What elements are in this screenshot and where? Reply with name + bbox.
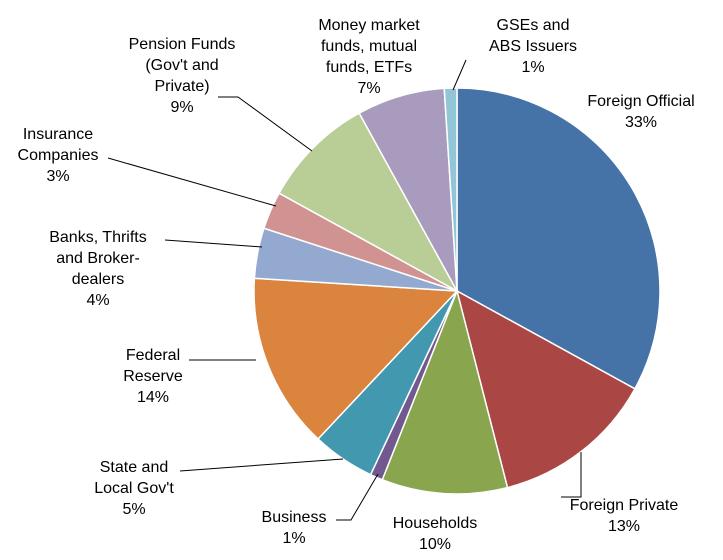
slice-label: GSEs and ABS Issuers 1%	[489, 17, 577, 76]
pie-slices	[253, 87, 661, 495]
slice-label: Federal Reserve 14%	[123, 347, 183, 406]
leader-line	[107, 157, 277, 207]
slice-label: Insurance Companies 3%	[18, 126, 99, 185]
slice-label: Foreign Private 13%	[570, 497, 679, 535]
leader-line	[218, 96, 313, 152]
pie-slice-foreign-official	[456, 87, 661, 390]
slice-labels: Foreign Official 33% Foreign Private 13% Hou…	[18, 17, 695, 553]
leader-line	[336, 473, 379, 521]
leader-lines	[107, 59, 582, 521]
leader-line	[561, 452, 582, 498]
pie-slice-federal-reserve	[253, 277, 459, 441]
slice-label: Banks, Thrifts and Broker-dealers 4%	[49, 229, 147, 309]
pie-slice-gses-and-abs-issuers	[443, 87, 458, 292]
slice-label: Foreign Official 33%	[587, 93, 694, 131]
leader-line	[452, 59, 467, 91]
pie-slice-households	[381, 288, 509, 495]
slice-label: Money market funds, mutual funds, ETFs 7%	[318, 17, 420, 97]
leader-line	[164, 239, 263, 248]
slice-label: Households 10%	[393, 515, 478, 553]
pie-slice-pension-funds-gov-t-and-private	[278, 112, 459, 293]
pie-slice-foreign-private	[455, 289, 636, 489]
slice-label: State and Local Gov't 5%	[94, 459, 174, 518]
slice-label: Business 1%	[262, 509, 327, 547]
leader-line	[179, 458, 344, 472]
slice-label: Pension Funds (Gov't and Private) 9%	[129, 36, 236, 116]
